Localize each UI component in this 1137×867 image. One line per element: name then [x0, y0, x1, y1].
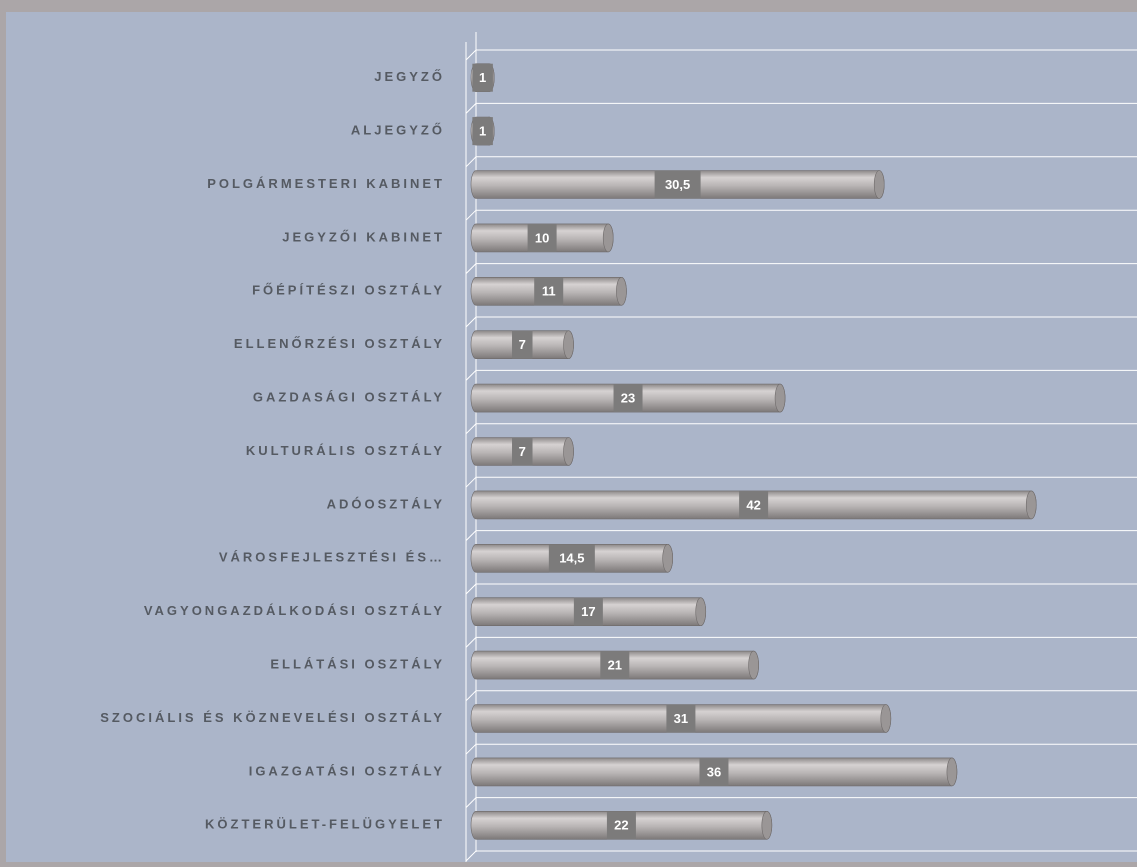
value-label: 1 — [479, 124, 486, 139]
category-label: SZOCIÁLIS ÉS KÖZNEVELÉSI OSZTÁLY — [100, 710, 445, 725]
row-separator — [465, 209, 1137, 221]
bar-cap — [774, 383, 786, 413]
bar-cap — [880, 704, 892, 733]
bar-cap — [748, 650, 759, 680]
value-label: 1 — [479, 70, 486, 85]
row-separator — [465, 369, 1137, 381]
category-label: JEGYZŐI KABINET — [282, 229, 445, 244]
bar-cap — [1025, 490, 1037, 520]
row-separator — [465, 316, 1137, 328]
value-label: 14,5 — [559, 551, 584, 566]
category-label: FŐÉPÍTÉSZI OSZTÁLY — [252, 283, 445, 298]
bar-cap — [761, 810, 773, 840]
value-label-box — [573, 597, 603, 626]
category-label: VÁROSFEJLESZTÉSI ÉS… — [219, 550, 445, 565]
value-label: 11 — [542, 284, 556, 299]
value-label-box — [654, 170, 701, 199]
value-label: 17 — [581, 604, 595, 619]
value-label: 7 — [519, 444, 526, 459]
bar-cap — [563, 330, 574, 360]
value-label: 30,5 — [665, 177, 690, 192]
value-label: 7 — [519, 337, 526, 352]
bar-cap — [662, 543, 673, 573]
value-label: 31 — [674, 711, 688, 726]
bar-cap — [695, 597, 707, 627]
row-separator — [465, 797, 1137, 808]
row-separator — [465, 583, 1137, 595]
bar-cap — [563, 437, 574, 466]
row-separator — [465, 850, 1137, 862]
row-separator — [465, 476, 1137, 488]
value-label: 10 — [535, 230, 549, 245]
category-label: ALJEGYZŐ — [351, 123, 445, 138]
value-label-box — [600, 651, 630, 680]
category-label: KÖZTERÜLET-FELÜGYELET — [205, 817, 445, 832]
value-label: 22 — [614, 818, 628, 833]
value-label-box — [699, 757, 729, 786]
value-label-box — [534, 277, 564, 306]
value-label-box — [739, 490, 769, 519]
row-separator — [465, 263, 1137, 274]
value-label-box — [472, 117, 493, 146]
value-label-box — [472, 63, 493, 92]
row-separator — [465, 743, 1137, 755]
category-label: POLGÁRMESTERI KABINET — [207, 176, 445, 191]
row-separator — [465, 102, 1137, 114]
category-label: ADÓOSZTÁLY — [327, 496, 445, 511]
category-label: GAZDASÁGI OSZTÁLY — [253, 390, 445, 405]
row-separator — [465, 636, 1137, 648]
category-label: KULTURÁLIS OSZTÁLY — [246, 443, 445, 458]
value-label: 42 — [746, 497, 760, 512]
plot-background — [6, 12, 1137, 862]
category-label: ELLENŐRZÉSI OSZTÁLY — [234, 336, 445, 351]
value-label-box — [613, 384, 643, 413]
row-separator — [465, 156, 1137, 168]
category-label: JEGYZŐ — [374, 69, 445, 84]
value-label-box — [666, 704, 696, 733]
bar-cap — [946, 757, 958, 787]
category-label: IGAZGATÁSI OSZTÁLY — [249, 763, 445, 778]
row-separator — [465, 690, 1137, 702]
category-label: VAGYONGAZDÁLKODÁSI OSZTÁLY — [144, 603, 445, 618]
bar-cap — [602, 223, 614, 253]
bar-cap — [873, 170, 885, 199]
value-label: 23 — [621, 391, 635, 406]
row-separator — [465, 49, 1137, 61]
value-label: 21 — [608, 658, 622, 673]
bar-cap — [616, 276, 627, 306]
value-label-box — [512, 437, 533, 466]
value-label-box — [606, 811, 636, 840]
value-label-box — [512, 330, 533, 359]
value-label-box — [527, 223, 557, 252]
row-separator — [465, 423, 1137, 435]
row-separator — [465, 530, 1137, 541]
category-label: ELLÁTÁSI OSZTÁLY — [270, 657, 445, 672]
value-label-box — [548, 544, 595, 573]
value-label: 36 — [707, 764, 721, 779]
